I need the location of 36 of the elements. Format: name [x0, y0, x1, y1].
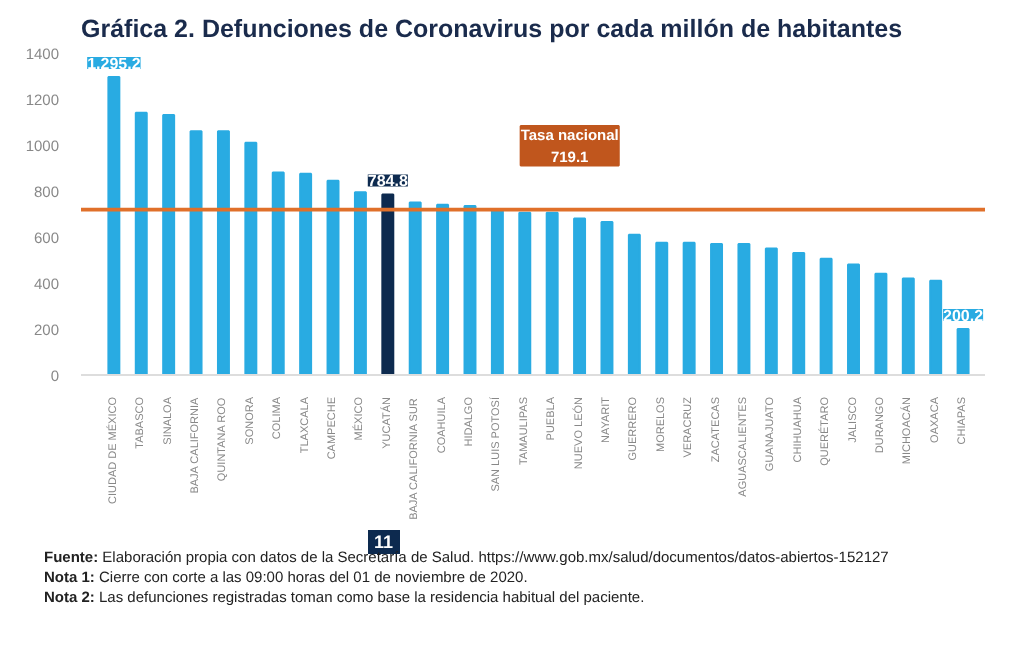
- bar: [326, 179, 340, 375]
- bar: [134, 111, 148, 375]
- bar: [408, 201, 422, 375]
- bar: [162, 114, 176, 375]
- text: 11: [368, 530, 400, 554]
- bar: [792, 252, 806, 375]
- bar: [655, 241, 669, 375]
- bar: [600, 221, 614, 375]
- bar: [518, 211, 532, 375]
- data-label: 200.2: [943, 306, 985, 325]
- bar: [490, 209, 504, 375]
- bar: [545, 211, 559, 375]
- bar: [436, 203, 450, 375]
- bar: [216, 130, 230, 375]
- bar: [271, 171, 285, 375]
- chart-title: Gráfica 2. Defunciones de Coronavirus por cada millón de habitantes: [81, 15, 903, 43]
- bar: [710, 242, 724, 375]
- bar: [737, 242, 751, 375]
- bar: [573, 217, 587, 375]
- bar: [381, 193, 395, 375]
- bar: [463, 204, 477, 375]
- bar: [107, 76, 121, 375]
- bar: [874, 272, 888, 375]
- bar: [956, 327, 970, 375]
- bar: [627, 233, 641, 375]
- data-label: 1,295.2: [87, 55, 142, 74]
- bar: [901, 277, 915, 375]
- data-label: 784.8: [367, 172, 409, 191]
- bar: [189, 130, 203, 375]
- bar: [682, 241, 696, 375]
- bar: [299, 172, 313, 375]
- bar: [353, 191, 367, 375]
- bar: [847, 263, 860, 375]
- bar: [764, 247, 778, 375]
- bar: [819, 257, 833, 375]
- bar: [244, 141, 258, 375]
